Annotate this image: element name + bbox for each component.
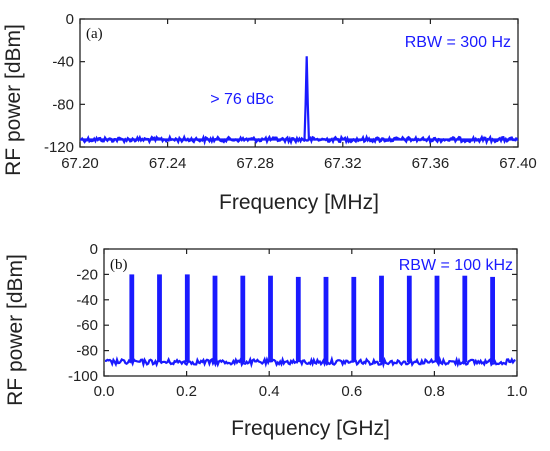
harmonic-peak — [406, 275, 412, 363]
harmonic-peak — [268, 275, 273, 363]
harmonic-peak — [379, 275, 384, 363]
x-tick-label: 67.40 — [499, 155, 537, 172]
x-tick-label: 0.8 — [424, 383, 445, 400]
y-tick-label: -80 — [52, 96, 74, 113]
y-tick-label: -120 — [44, 139, 74, 156]
panel-label: (a) — [86, 26, 103, 42]
x-tick-label: 0.4 — [259, 383, 280, 400]
y-axis-title: RF power [dBm] — [2, 24, 25, 176]
harmonic-peak — [184, 274, 190, 362]
y-tick-label: -40 — [52, 54, 74, 71]
harmonic-peak — [490, 276, 495, 362]
harmonic-peak — [240, 275, 246, 363]
x-tick-label: 0.6 — [341, 383, 362, 400]
y-tick-label: -20 — [76, 266, 98, 283]
carrier-line — [80, 56, 518, 141]
harmonic-peak — [157, 274, 162, 362]
x-tick-label: 1.0 — [507, 383, 528, 400]
plot-frame — [79, 18, 519, 148]
y-tick-label: 0 — [66, 11, 74, 28]
dbc-annotation: > 76 dBc — [210, 91, 274, 108]
x-tick-label: 0.2 — [176, 383, 197, 400]
x-tick-label: 0.0 — [94, 383, 115, 400]
harmonic-peak — [129, 274, 135, 362]
panel-label: (b) — [110, 257, 128, 273]
x-tick-label: 67.36 — [412, 155, 450, 172]
harmonic-peak — [351, 276, 357, 362]
harmonic-peak — [462, 275, 468, 363]
harmonic-peak — [212, 275, 218, 363]
x-tick-label: 67.20 — [61, 155, 99, 172]
y-tick-label: 0 — [90, 241, 98, 258]
y-tick-label: -60 — [76, 317, 98, 334]
rbw-label: RBW = 300 Hz — [405, 34, 511, 51]
x-axis-title: Frequency [GHz] — [231, 417, 390, 440]
y-tick-label: -40 — [76, 292, 98, 309]
harmonic-peak — [295, 276, 301, 362]
x-tick-label: 67.32 — [324, 155, 362, 172]
y-tick-label: -100 — [68, 368, 98, 385]
x-tick-label: 67.24 — [149, 155, 187, 172]
rbw-label: RBW = 100 kHz — [399, 257, 513, 274]
x-axis-title: Frequency [MHz] — [219, 191, 379, 214]
y-axis-title: RF power [dBm] — [4, 254, 27, 406]
noise-floor-trace — [104, 355, 516, 369]
panel-b: 0.0 0.2 0.4 0.6 0.8 1.0 0 -20 -40 -60 -80 -100 (b) RB… — [4, 241, 527, 440]
x-tick-label: 67.28 — [236, 155, 274, 172]
y-tick-label: -80 — [76, 343, 98, 360]
panel-a: 67.20 67.24 67.28 67.32 67.36 67.40 0 -40 -80 -12… — [2, 11, 537, 214]
harmonic-peak — [434, 275, 440, 363]
plot-frame — [103, 248, 518, 377]
harmonic-peak — [323, 276, 329, 362]
